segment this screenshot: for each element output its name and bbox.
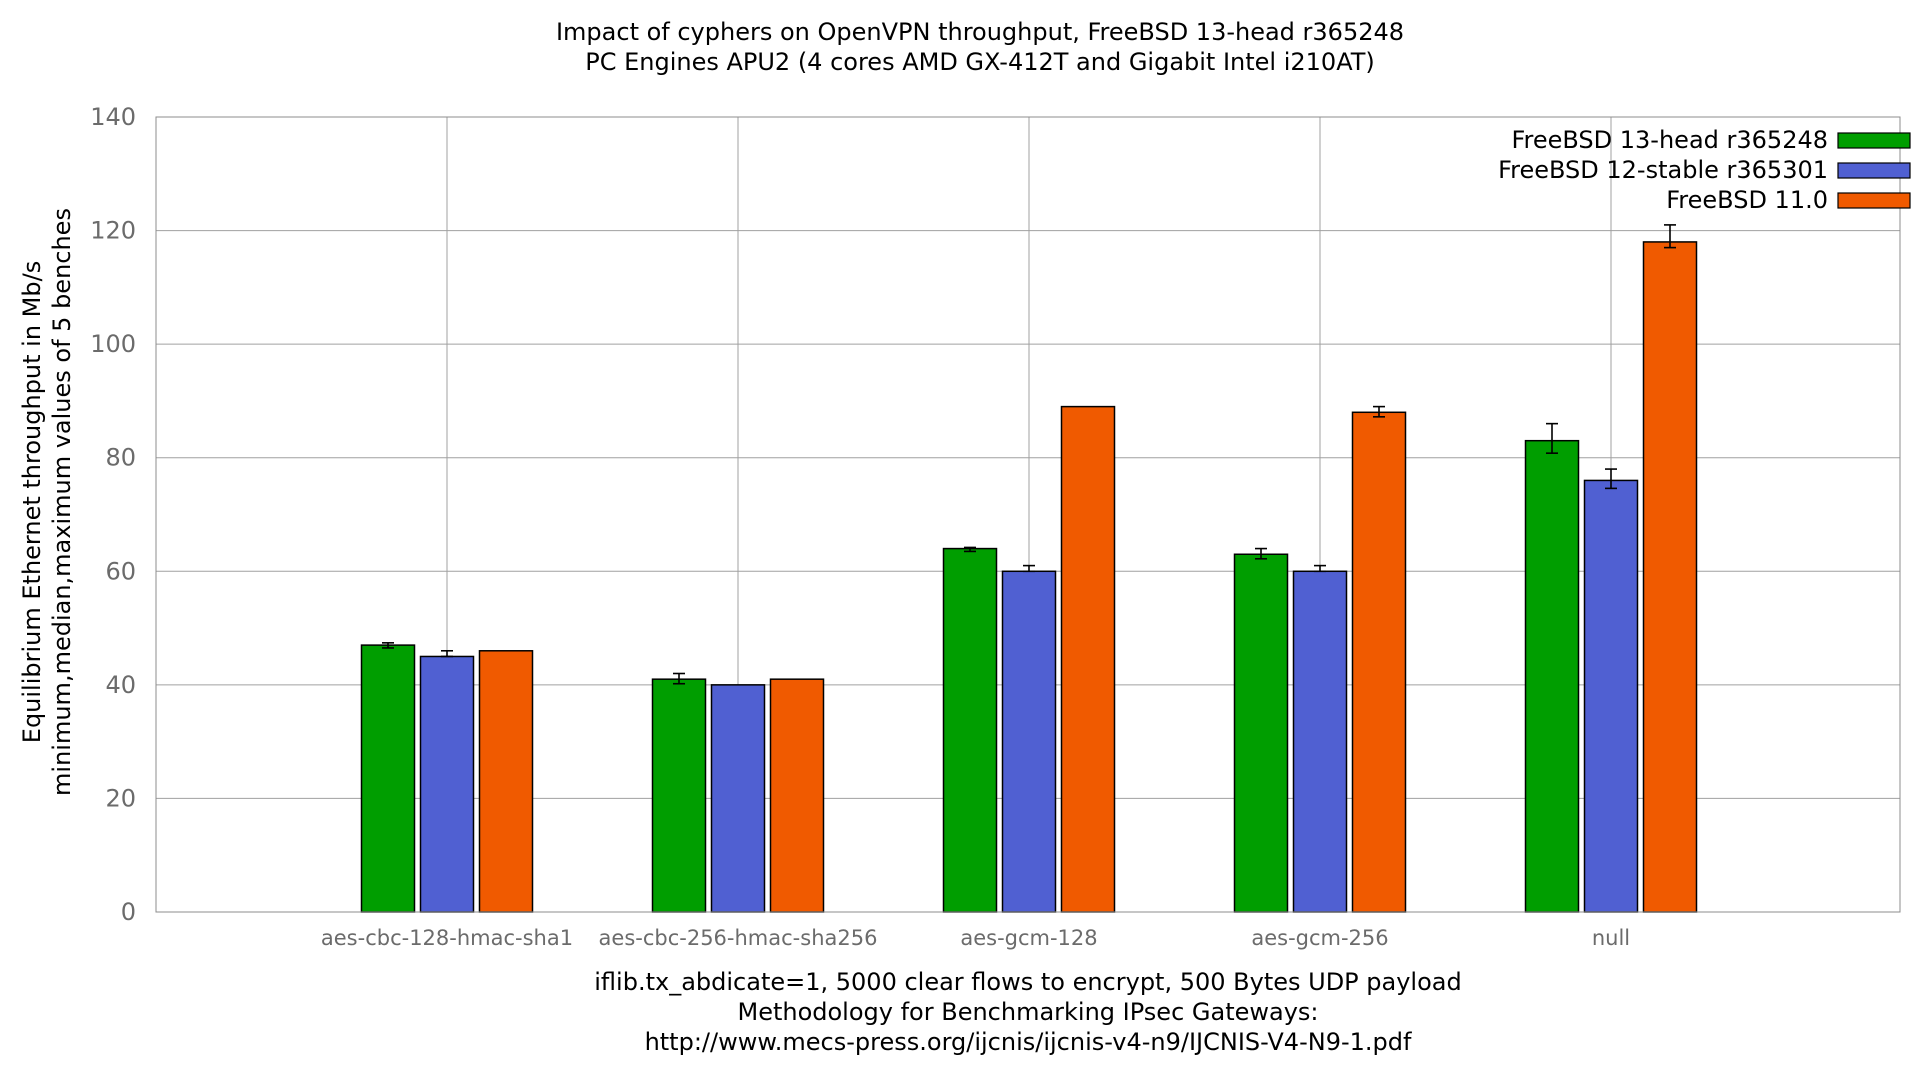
chart-title-line-2: PC Engines APU2 (4 cores AMD GX-412T and… (585, 48, 1375, 76)
bar (710, 684, 766, 913)
error-bar (1314, 564, 1326, 573)
error-bar (1373, 405, 1385, 418)
error-bar (382, 642, 394, 649)
bar (1001, 570, 1057, 913)
bar (478, 650, 534, 913)
error-bar (441, 649, 453, 658)
y-tick-label: 40 (105, 671, 136, 699)
error-bar (673, 672, 685, 685)
x-tick-label: aes-cbc-256-hmac-sha256 (599, 926, 878, 950)
y-axis-label: Equilibrium Ethernet throughput in Mb/s … (18, 208, 76, 796)
x-tick-label: aes-gcm-128 (960, 926, 1097, 950)
bar (360, 644, 416, 913)
y-tick-label: 60 (105, 557, 136, 585)
x-tick-label: null (1592, 926, 1630, 950)
legend-swatch (1837, 132, 1911, 149)
legend-entry: FreeBSD 11.0 (1666, 186, 1911, 214)
legend-swatch (1837, 192, 1911, 209)
error-bar (964, 546, 976, 553)
x-tick-label: aes-gcm-256 (1251, 926, 1388, 950)
legend-label: FreeBSD 13-head r365248 (1511, 126, 1828, 154)
bar (1524, 439, 1580, 913)
bar (942, 547, 998, 913)
bar (1060, 405, 1116, 913)
bar (1292, 570, 1348, 913)
legend-swatch (1837, 162, 1911, 179)
x-axis-label: iflib.tx_abdicate=1, 5000 clear flows to… (594, 968, 1461, 1056)
bar (769, 678, 825, 913)
y-tick-label: 120 (90, 217, 136, 245)
error-bar (1546, 422, 1558, 454)
y-axis-label-line-2: minimum,median,maximum values of 5 bench… (48, 208, 76, 796)
y-tick-label: 20 (105, 784, 136, 812)
x-tick-label: aes-cbc-128-hmac-sha1 (321, 926, 573, 950)
y-tick-label: 140 (90, 103, 136, 131)
y-tick-label: 0 (121, 898, 136, 926)
bar (1233, 553, 1289, 913)
legend-label: FreeBSD 12-stable r365301 (1498, 156, 1828, 184)
y-tick-label: 100 (90, 330, 136, 358)
legend-entry: FreeBSD 13-head r365248 (1511, 126, 1911, 154)
x-axis-ticks: aes-cbc-128-hmac-sha1 aes-cbc-256-hmac-sh… (321, 926, 1630, 950)
error-bar (1255, 547, 1267, 560)
bars (360, 224, 1698, 913)
x-axis-label-line-3: http://www.mecs-press.org/ijcnis/ijcnis-… (645, 1028, 1412, 1056)
bar (1351, 411, 1407, 913)
y-axis-ticks: 0 20 40 60 80 100 120 140 (90, 103, 136, 926)
error-bar (1023, 564, 1035, 573)
y-tick-label: 80 (105, 444, 136, 472)
plot-frame (155, 116, 1901, 913)
x-axis-label-line-2: Methodology for Benchmarking IPsec Gatew… (737, 998, 1318, 1026)
legend-entry: FreeBSD 12-stable r365301 (1498, 156, 1911, 184)
chart-title-line-1: Impact of cyphers on OpenVPN throughput,… (556, 18, 1404, 46)
error-bar (1605, 468, 1617, 490)
x-axis-label-line-1: iflib.tx_abdicate=1, 5000 clear flows to… (594, 968, 1461, 996)
bar (419, 655, 475, 913)
legend-label: FreeBSD 11.0 (1666, 186, 1828, 214)
bar (1583, 479, 1639, 913)
bar (1642, 241, 1698, 913)
error-bar (1664, 224, 1676, 249)
chart-title: Impact of cyphers on OpenVPN throughput,… (556, 18, 1404, 76)
y-axis-label-line-1: Equilibrium Ethernet throughput in Mb/s (18, 261, 46, 743)
bar (651, 678, 707, 913)
